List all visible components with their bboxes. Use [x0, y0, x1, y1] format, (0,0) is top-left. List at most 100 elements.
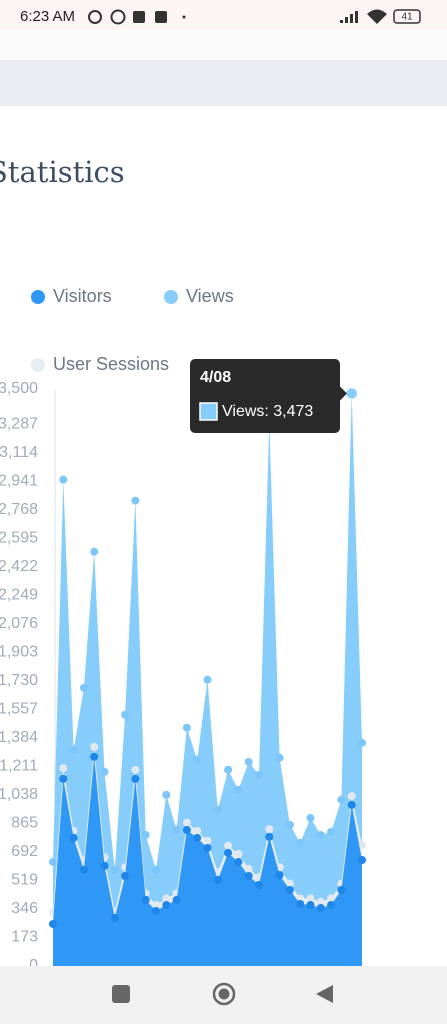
point — [234, 785, 243, 794]
point — [69, 833, 78, 842]
point — [182, 818, 191, 827]
point — [316, 897, 325, 906]
point — [213, 875, 222, 884]
point — [131, 765, 140, 774]
point — [90, 547, 99, 556]
point — [234, 857, 243, 866]
point — [224, 841, 233, 850]
point — [141, 830, 150, 839]
point — [224, 765, 233, 774]
page-title: Statistics — [0, 155, 125, 189]
y-tick-label: 1,211 — [0, 758, 38, 775]
point — [213, 805, 222, 814]
point — [69, 745, 78, 754]
point — [244, 864, 253, 873]
tooltip-box — [190, 359, 340, 433]
point — [275, 870, 284, 879]
point — [203, 675, 212, 684]
point — [296, 900, 305, 909]
y-tick-label: 1,730 — [0, 672, 38, 689]
point — [49, 857, 57, 866]
active-point — [344, 386, 359, 401]
point — [306, 901, 315, 910]
point — [162, 901, 171, 910]
y-tick-label: 1,903 — [0, 643, 38, 660]
point — [172, 895, 181, 904]
chart: 0 173 346 519 692 865 1,038 1,211 1,384 1,557 1,73… — [0, 286, 366, 974]
point — [121, 871, 130, 880]
point — [265, 832, 274, 841]
point — [49, 919, 57, 928]
point — [110, 865, 119, 874]
y-tick-label: 2,249 — [0, 586, 38, 603]
point — [90, 752, 99, 761]
y-tick-label: 3,287 — [0, 415, 38, 432]
point — [100, 767, 109, 776]
legend-swatch — [164, 290, 178, 304]
point — [275, 753, 284, 762]
nav-home[interactable] — [212, 982, 236, 1006]
point — [79, 865, 88, 874]
point — [152, 901, 160, 910]
y-tick-label: 2,595 — [0, 529, 38, 546]
legend-label: User Sessions — [53, 354, 169, 374]
point — [285, 820, 294, 829]
point — [162, 894, 171, 903]
y-tick-label: 346 — [11, 900, 38, 917]
point — [327, 894, 336, 903]
point — [59, 475, 68, 484]
point — [59, 764, 68, 773]
point — [296, 894, 305, 903]
y-tick-label: 1,384 — [0, 729, 38, 746]
y-tick-label: 2,076 — [0, 615, 38, 632]
point — [182, 825, 191, 834]
point — [110, 914, 119, 923]
point — [234, 849, 243, 858]
point — [327, 827, 336, 836]
y-tick-label: 2,422 — [0, 558, 38, 575]
point — [203, 836, 212, 845]
legend-swatch — [31, 290, 45, 304]
point — [337, 886, 346, 895]
point — [358, 840, 366, 849]
point — [347, 792, 356, 801]
point — [224, 848, 233, 857]
point — [121, 710, 130, 719]
point — [285, 879, 294, 888]
nav-back[interactable] — [316, 985, 333, 1003]
point — [255, 770, 263, 779]
y-tick-label: 173 — [11, 929, 38, 946]
y-tick-label: 1,038 — [0, 786, 38, 803]
area — [53, 756, 362, 966]
y-tick-label: 519 — [11, 872, 38, 889]
y-tick-label: 865 — [11, 815, 38, 832]
point — [193, 755, 202, 764]
point — [141, 895, 150, 904]
nav-recent[interactable] — [112, 985, 130, 1003]
header-bar — [0, 60, 447, 106]
point — [337, 795, 346, 804]
point — [152, 906, 160, 915]
point — [182, 723, 191, 732]
point — [162, 790, 171, 799]
point — [193, 826, 202, 835]
legend-label: Views — [186, 286, 234, 306]
point — [358, 738, 366, 747]
point — [316, 830, 325, 839]
point — [306, 894, 315, 903]
tooltip-title: 4/08 — [200, 369, 231, 386]
point — [244, 757, 253, 766]
point — [327, 901, 336, 910]
status-icons — [88, 9, 387, 25]
point — [358, 855, 366, 864]
point — [172, 825, 181, 834]
legend-label: Visitors — [53, 286, 112, 306]
point — [244, 871, 253, 880]
point — [59, 774, 68, 783]
y-tick-label: 3,114 — [0, 444, 38, 461]
point — [131, 496, 140, 505]
y-tick-label: 2,941 — [0, 472, 38, 489]
point — [152, 865, 160, 874]
point — [255, 880, 263, 889]
